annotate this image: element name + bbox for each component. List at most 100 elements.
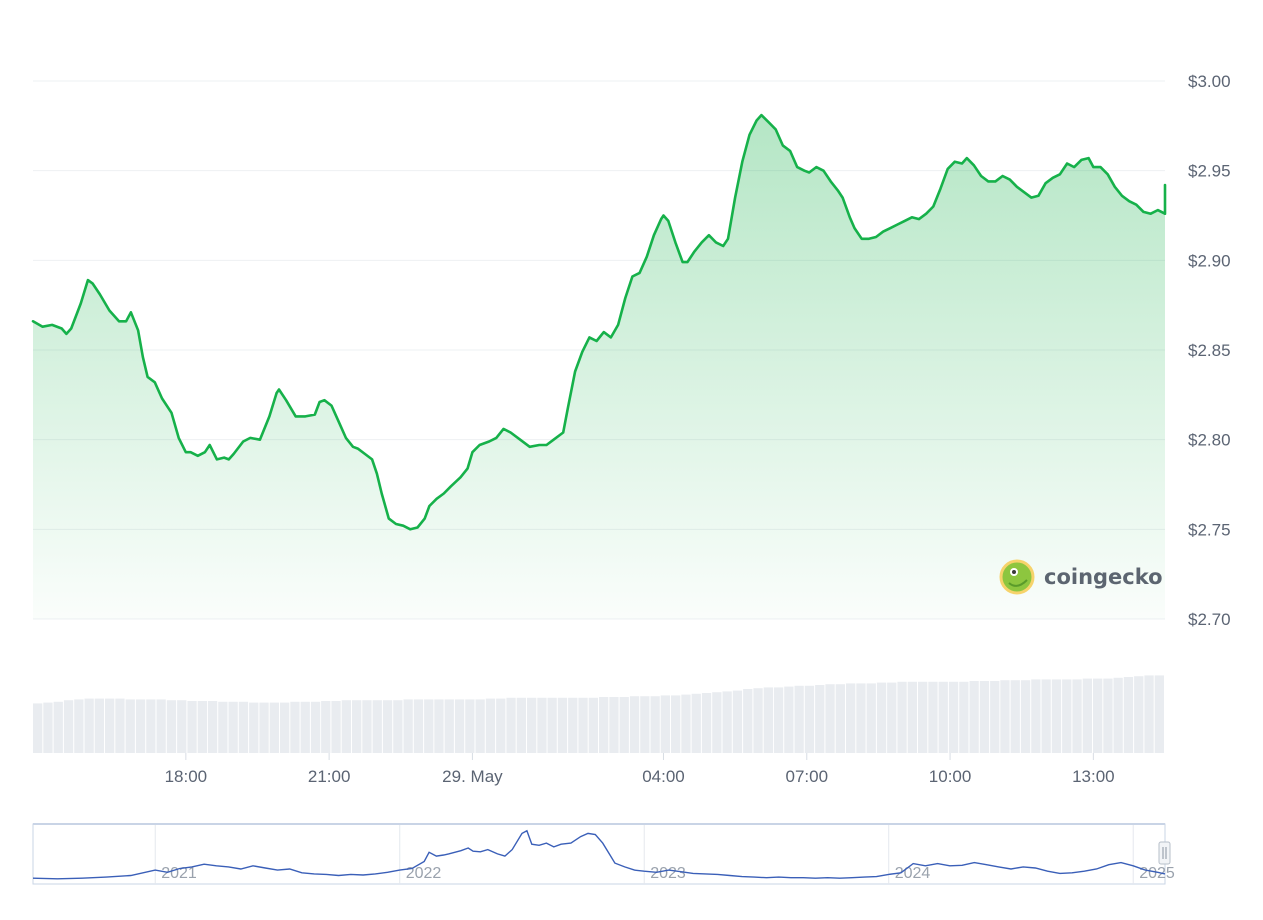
volume-bar — [84, 698, 94, 753]
y-tick-label: $2.90 — [1188, 251, 1231, 270]
y-tick-label: $2.95 — [1188, 162, 1231, 181]
volume-bar — [1020, 680, 1031, 753]
y-tick-label: $2.75 — [1188, 520, 1231, 539]
volume-bar — [537, 697, 547, 753]
volume-bar — [259, 702, 269, 753]
volume-bar — [928, 681, 938, 753]
navigator-line — [32, 829, 1166, 880]
volume-bar — [403, 699, 413, 753]
volume-bar — [372, 700, 382, 753]
x-tick-label: 04:00 — [642, 767, 685, 786]
volume-bar — [897, 681, 907, 753]
volume-bar — [1000, 680, 1010, 753]
volume-bar — [300, 701, 310, 753]
volume-bar — [156, 699, 166, 753]
x-tick-label: 13:00 — [1072, 767, 1115, 786]
navigator-frame[interactable] — [32, 823, 1166, 885]
volume-bar — [773, 687, 784, 753]
navigator-year-label: 2024 — [895, 865, 931, 882]
volume-bar — [475, 699, 485, 753]
volume-bar — [876, 682, 887, 753]
volume-bar — [393, 700, 403, 753]
volume-bar — [1123, 677, 1134, 753]
volume-bar — [1113, 677, 1123, 753]
x-tick-label: 21:00 — [308, 767, 351, 786]
volume-bar — [280, 702, 290, 753]
volume-bar — [454, 699, 465, 753]
volume-bar — [846, 683, 856, 753]
x-tick-label: 29. May — [442, 767, 503, 786]
volume-bar — [94, 698, 104, 753]
volume-bar — [629, 696, 640, 753]
price-area-fill — [33, 115, 1165, 619]
volume-bar — [177, 700, 187, 753]
volume-bar — [362, 700, 372, 753]
volume-bar — [856, 683, 866, 753]
volume-bar — [557, 697, 568, 753]
volume-bar — [187, 701, 197, 753]
volume-bar — [609, 697, 619, 753]
volume-bar — [218, 701, 228, 753]
range-navigator[interactable]: 2021 2022 2023 2024 2025 — [32, 823, 1175, 885]
volume-bar — [1154, 675, 1164, 753]
volume-bar — [331, 701, 341, 753]
navigator-series-line — [32, 829, 1166, 880]
volume-bar — [990, 681, 1000, 753]
volume-bar — [290, 701, 300, 753]
volume-bar — [382, 700, 393, 753]
y-axis: $3.00 $2.95 $2.90 $2.85 $2.80 $2.75 $2.70 — [1188, 72, 1231, 629]
volume-bar — [866, 683, 876, 753]
coingecko-watermark: coingecko — [999, 559, 1163, 595]
y-tick-label: $3.00 — [1188, 72, 1231, 91]
y-tick-label: $2.85 — [1188, 341, 1231, 360]
watermark-text: coingecko — [1044, 565, 1163, 589]
volume-bar — [835, 684, 845, 753]
volume-bar — [1082, 678, 1092, 753]
volume-bar — [732, 690, 743, 753]
volume-bar — [671, 695, 681, 753]
volume-bar — [794, 685, 804, 753]
volume-bar — [424, 699, 434, 753]
volume-bar — [815, 685, 825, 753]
volume-bar — [485, 698, 496, 753]
volume-bar — [938, 681, 948, 753]
price-series-line — [31, 113, 1167, 531]
volume-bar — [907, 681, 917, 753]
volume-bar — [969, 681, 979, 753]
volume-bar — [465, 699, 475, 753]
volume-bar — [352, 700, 362, 753]
volume-bar — [660, 695, 670, 753]
volume-bar — [804, 685, 815, 753]
volume-bar — [1051, 679, 1062, 753]
volume-bar — [650, 696, 660, 753]
volume-bar — [249, 702, 259, 753]
drag-handle-icon[interactable] — [1158, 841, 1171, 865]
volume-bar — [1010, 680, 1020, 753]
volume-bar — [33, 703, 43, 753]
volume-bar — [166, 700, 177, 753]
volume-bar — [948, 681, 959, 753]
volume-bar — [1031, 679, 1041, 753]
volume-bar — [588, 697, 598, 753]
volume-bar — [1134, 676, 1144, 753]
volume-bar — [1144, 675, 1154, 753]
volume-bar — [743, 689, 753, 753]
volume-bar — [681, 694, 691, 753]
volume-bar — [413, 699, 424, 753]
volume-bar — [527, 697, 537, 753]
volume-bar — [722, 691, 732, 753]
x-tick-label: 07:00 — [785, 767, 828, 786]
volume-bar — [321, 701, 331, 753]
volume-bar — [547, 697, 557, 753]
volume-bar — [753, 688, 763, 753]
volume-bar — [197, 701, 207, 753]
volume-bar — [825, 684, 835, 753]
volume-bar — [506, 697, 516, 753]
volume-bar — [228, 701, 238, 753]
volume-bar — [701, 693, 712, 753]
volume-bar — [1041, 679, 1051, 753]
navigator-year-label: 2021 — [161, 865, 197, 882]
volume-bar — [105, 698, 115, 753]
y-tick-label: $2.80 — [1188, 431, 1231, 450]
